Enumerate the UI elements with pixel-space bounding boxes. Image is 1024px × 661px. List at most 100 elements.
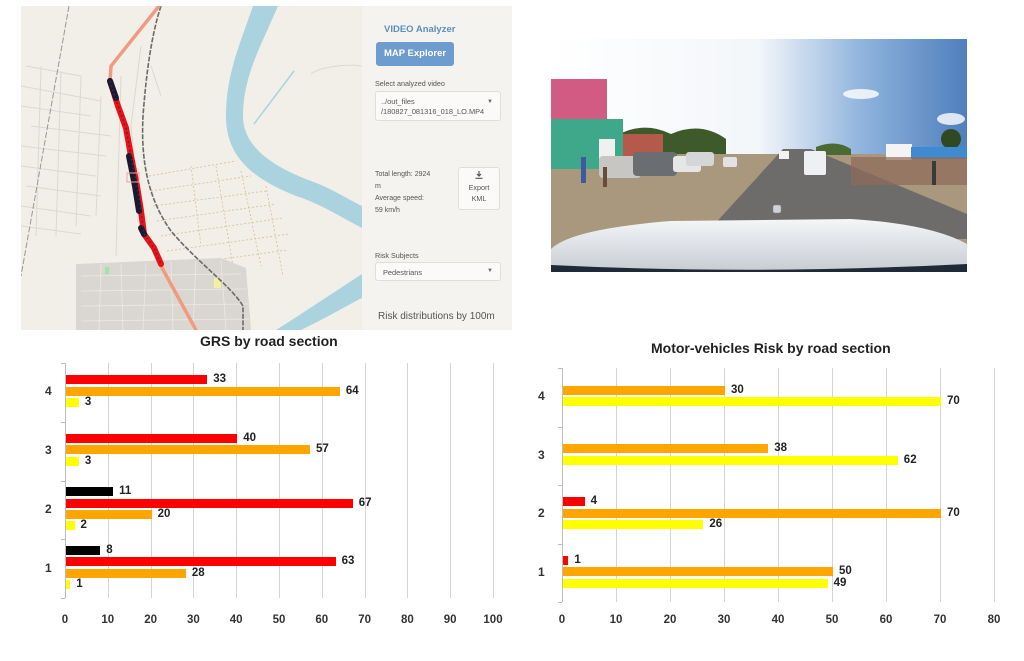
grs-chart: GRS by road section 0 10 20 30 40 50 60 70 80 90 1… — [0, 330, 520, 661]
gridline — [724, 368, 725, 602]
y-category-label: 2 — [538, 506, 545, 521]
bar — [66, 579, 71, 589]
bar-value-label: 70 — [947, 506, 960, 519]
map-canvas — [21, 6, 362, 330]
bar-value-label: 8 — [106, 544, 113, 557]
chevron-down-icon: ▼ — [487, 268, 493, 274]
bar-value-label: 49 — [833, 576, 847, 589]
bar-value-label: 26 — [709, 518, 723, 530]
x-tick-label: 70 — [933, 614, 947, 626]
export-label: Export — [468, 183, 490, 192]
y-axis-tick — [558, 426, 562, 428]
bar-value-label: 38 — [774, 442, 787, 455]
y-axis-tick — [558, 485, 562, 486]
download-icon — [459, 171, 499, 182]
gridline — [670, 368, 671, 602]
bar — [563, 578, 828, 588]
bar — [66, 557, 336, 567]
gridline — [450, 363, 452, 598]
average-speed-label: Average speed: — [375, 195, 424, 202]
bar — [563, 520, 704, 529]
bar — [66, 521, 75, 531]
bar — [66, 498, 353, 508]
gridline — [493, 363, 494, 598]
y-category-label: 3 — [45, 443, 52, 458]
x-tick-label: 10 — [609, 614, 623, 626]
gridline — [886, 368, 887, 602]
gridline — [832, 368, 833, 602]
gridline — [778, 368, 779, 602]
gridline — [150, 363, 152, 598]
x-tick-label: 50 — [272, 614, 286, 626]
video-select[interactable]: ../out_files /180827_081316_018_LO.MP4 ▼ — [375, 91, 501, 121]
bar — [563, 444, 769, 454]
gridline — [407, 363, 409, 598]
route-map[interactable] — [21, 6, 362, 330]
bar — [66, 398, 79, 408]
y-axis-tick — [61, 539, 65, 541]
y-category-label: 4 — [538, 389, 545, 404]
bar-value-label: 67 — [358, 496, 372, 509]
x-tick-label: 100 — [483, 614, 503, 626]
bar-value-label: 1 — [76, 577, 83, 590]
risk-subjects-select[interactable]: Pedestrians ▼ — [375, 262, 501, 281]
chevron-down-icon: ▼ — [487, 99, 493, 105]
gridline — [236, 363, 238, 598]
bar-value-label: 62 — [903, 453, 917, 466]
bar-value-label: 20 — [157, 507, 171, 520]
gridline — [279, 363, 280, 598]
video-select-value-line2: /180827_081316_018_LO.MP4 — [381, 107, 485, 116]
bar-value-label: 4 — [590, 495, 597, 507]
bar — [66, 434, 238, 444]
bar-value-label: 28 — [191, 566, 205, 579]
chart-title: Motor-vehicles Risk by road section — [651, 340, 891, 356]
x-tick-label: 20 — [663, 614, 677, 626]
gridline — [321, 363, 323, 598]
route-stats: Total length: 2924 m Average speed: 59 k… — [375, 169, 450, 217]
bar — [563, 455, 898, 465]
dashcam-video-frame[interactable] — [551, 39, 967, 272]
bar — [66, 509, 152, 519]
bar-value-label: 3 — [84, 454, 92, 467]
x-tick-label: 60 — [315, 614, 329, 626]
bar — [563, 567, 833, 576]
export-format: KML — [471, 194, 487, 203]
y-axis-tick — [558, 602, 562, 603]
x-tick-label: 30 — [186, 614, 200, 626]
export-kml-button[interactable]: Export KML — [458, 167, 500, 210]
bar — [66, 375, 208, 385]
bar — [563, 397, 941, 407]
x-tick-label: 60 — [879, 614, 893, 626]
gridline — [364, 363, 366, 598]
x-tick-label: 40 — [229, 614, 243, 626]
gridline — [940, 368, 941, 602]
map-explorer-button[interactable]: MAP Explorer — [376, 42, 454, 66]
y-axis — [562, 368, 563, 602]
x-tick-label: 80 — [400, 614, 414, 626]
x-tick-label: 0 — [61, 614, 69, 626]
risk-subjects-label: Risk Subjects — [375, 251, 419, 260]
x-tick-label: 0 — [558, 614, 566, 626]
x-tick-label: 70 — [358, 614, 371, 626]
bar-value-label: 70 — [947, 395, 960, 408]
video-select-label: Select analyzed video — [375, 79, 445, 88]
gridline — [193, 363, 195, 598]
gridline — [107, 363, 109, 598]
bar — [563, 508, 941, 518]
bar — [66, 546, 101, 556]
bar — [563, 497, 585, 506]
gridline — [616, 368, 617, 602]
risk-distribution-caption: Risk distributions by 100m — [378, 311, 495, 322]
chart-title: GRS by road section — [200, 333, 338, 349]
y-axis — [65, 363, 66, 598]
x-tick-label: 80 — [987, 614, 1001, 626]
x-tick-label: 10 — [101, 614, 115, 626]
bar-value-label: 3 — [84, 396, 92, 409]
total-length-unit: m — [375, 183, 381, 190]
bar-value-label: 11 — [119, 485, 132, 498]
bar-value-label: 40 — [243, 432, 256, 445]
bar-value-label: 64 — [345, 384, 359, 397]
y-axis-tick — [61, 363, 65, 364]
bar-value-label: 57 — [315, 443, 329, 456]
y-category-label: 1 — [45, 560, 52, 575]
